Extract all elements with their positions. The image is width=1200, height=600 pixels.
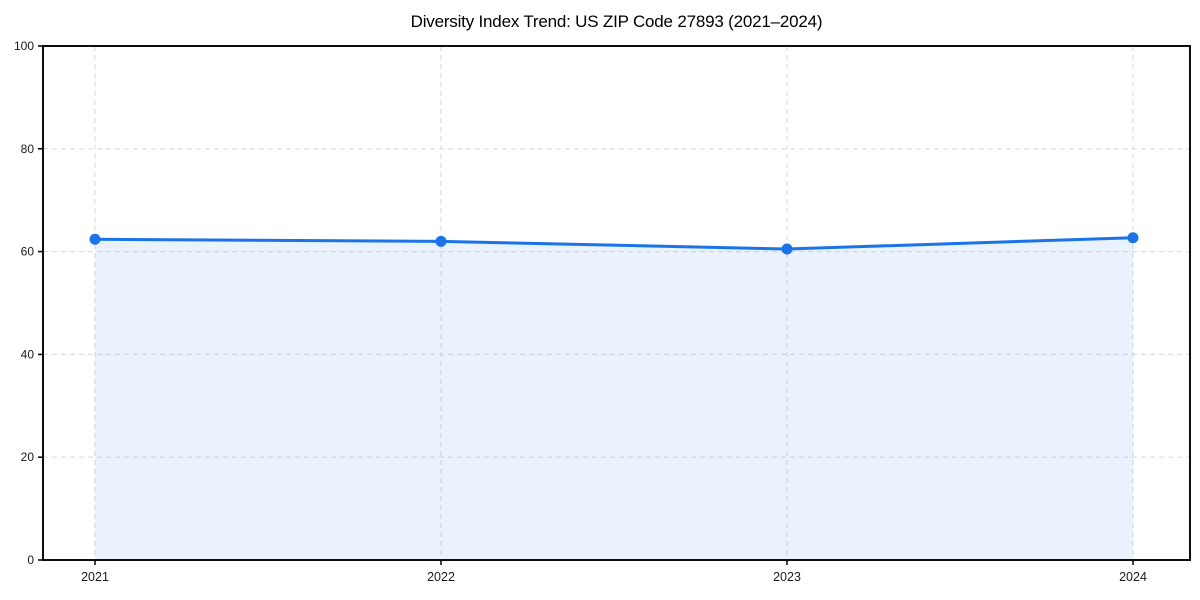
y-tick-label: 100 [14, 39, 34, 53]
plot-box-spines [42, 45, 1191, 561]
data-point-marker [435, 235, 447, 247]
data-point-marker [1127, 232, 1139, 244]
y-tick-label: 80 [21, 142, 35, 156]
data-point-marker [89, 233, 101, 245]
y-tick-label: 60 [21, 245, 35, 259]
chart-title: Diversity Index Trend: US ZIP Code 27893… [410, 12, 823, 31]
x-tick-label: 2023 [773, 570, 801, 584]
x-tick-label: 2021 [81, 570, 109, 584]
y-tick-label: 40 [21, 347, 35, 361]
x-tick-label: 2022 [427, 570, 455, 584]
series-area-fill [95, 237, 1133, 561]
y-tick-label: 20 [21, 450, 35, 464]
x-tick-label: 2024 [1119, 570, 1147, 584]
data-point-marker [781, 243, 793, 255]
y-tick-label: 0 [27, 553, 34, 567]
series-line [93, 236, 1135, 251]
